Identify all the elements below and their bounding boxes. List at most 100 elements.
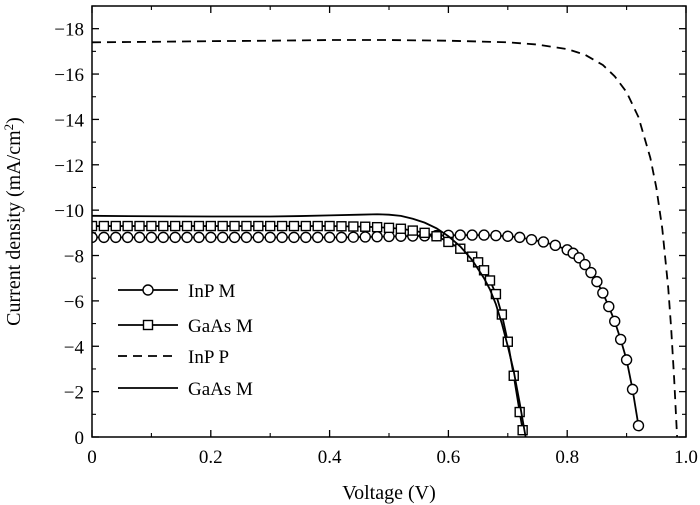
- data-point: [419, 227, 430, 239]
- data-point: [395, 223, 407, 234]
- legend-item: GaAs M: [118, 316, 253, 337]
- data-point: [300, 220, 312, 232]
- legend-item: InP M: [118, 281, 235, 302]
- data-point: [371, 221, 383, 233]
- legend-item: GaAs M: [118, 379, 253, 400]
- data-point: [517, 424, 528, 436]
- x-tick-label: 0.4: [318, 447, 342, 468]
- data-point: [92, 220, 98, 232]
- data-point: [591, 275, 603, 288]
- y-axis-title-suffix: ): [3, 117, 25, 124]
- y-tick-label: −18: [54, 20, 84, 41]
- data-point: [603, 300, 615, 313]
- data-point: [383, 222, 395, 234]
- data-point: [110, 220, 121, 232]
- y-tick-label: −2: [64, 383, 84, 404]
- legend-item: InP P: [118, 347, 229, 368]
- data-point: [614, 333, 627, 346]
- data-point: [288, 231, 300, 244]
- y-tick-label: −8: [64, 247, 84, 268]
- y-axis-title-superscript: 2: [1, 124, 16, 131]
- data-point: [98, 220, 110, 232]
- data-point: [216, 231, 229, 244]
- data-point: [193, 220, 205, 232]
- series-1: [92, 220, 528, 436]
- data-point: [455, 243, 466, 254]
- y-tick-label: −12: [54, 156, 84, 177]
- x-axis-title: Voltage (V): [342, 482, 436, 504]
- y-tick-label: −4: [64, 337, 85, 358]
- data-point: [288, 220, 300, 232]
- data-point: [228, 231, 241, 244]
- data-point: [253, 220, 264, 232]
- data-point: [312, 220, 323, 232]
- data-point: [240, 231, 253, 244]
- data-point: [110, 231, 122, 244]
- data-point: [537, 236, 550, 248]
- data-point: [626, 383, 639, 396]
- x-tick-label: 0.6: [437, 447, 461, 468]
- series-line: [92, 39, 678, 437]
- y-axis-title: Current density (mA/cm2): [1, 117, 26, 326]
- data-point: [252, 231, 265, 244]
- legend-marker: [142, 319, 154, 331]
- data-point: [134, 220, 145, 232]
- data-point: [98, 231, 110, 244]
- legend-label: GaAs M: [188, 379, 253, 400]
- data-point: [360, 221, 371, 232]
- legend-label: InP M: [188, 281, 235, 302]
- x-tick-label: 0.2: [199, 447, 223, 468]
- data-point: [158, 220, 169, 232]
- data-point: [407, 225, 418, 236]
- data-point: [133, 231, 146, 244]
- data-point: [276, 231, 288, 244]
- data-point: [454, 229, 466, 241]
- y-tick-label: −14: [54, 110, 84, 131]
- y-tick-label: −10: [54, 201, 84, 222]
- data-point: [146, 220, 157, 232]
- data-point: [265, 220, 276, 232]
- data-point: [597, 287, 609, 299]
- legend-label: InP P: [188, 347, 229, 368]
- data-point: [359, 231, 371, 243]
- data-point: [181, 220, 193, 232]
- data-point: [620, 354, 633, 366]
- series-0: [92, 229, 645, 432]
- y-axis-title-main: Current density (mA/cm: [3, 130, 25, 326]
- data-point: [169, 220, 181, 232]
- data-point: [371, 230, 383, 243]
- data-point: [205, 220, 217, 232]
- series-2: [92, 39, 678, 437]
- data-point: [579, 258, 591, 271]
- data-point: [323, 231, 336, 244]
- series-3: [92, 213, 527, 437]
- x-tick-label: 0: [87, 447, 97, 468]
- data-point: [549, 239, 562, 252]
- data-point: [502, 230, 514, 242]
- data-point: [312, 231, 324, 244]
- data-point: [92, 231, 98, 244]
- y-tick-label: 0: [75, 428, 85, 449]
- legend: InP M GaAs M InP P GaAs M: [118, 281, 253, 400]
- data-point: [241, 220, 252, 232]
- data-point: [335, 231, 348, 244]
- data-point: [478, 229, 490, 241]
- data-point: [513, 231, 526, 244]
- plot-area: [92, 39, 678, 437]
- data-point: [347, 231, 360, 243]
- data-point: [324, 220, 335, 232]
- data-point: [514, 406, 525, 418]
- data-point: [276, 220, 288, 232]
- y-tick-label: −6: [64, 292, 84, 313]
- x-tick-label: 0.8: [555, 447, 579, 468]
- data-point: [193, 231, 205, 244]
- data-point: [496, 309, 508, 320]
- data-point: [632, 419, 645, 432]
- data-point: [122, 220, 133, 232]
- data-point: [169, 231, 181, 244]
- data-point: [157, 231, 169, 244]
- x-tick-label: 1.0: [674, 447, 698, 468]
- data-point: [609, 315, 621, 328]
- data-point: [121, 231, 134, 244]
